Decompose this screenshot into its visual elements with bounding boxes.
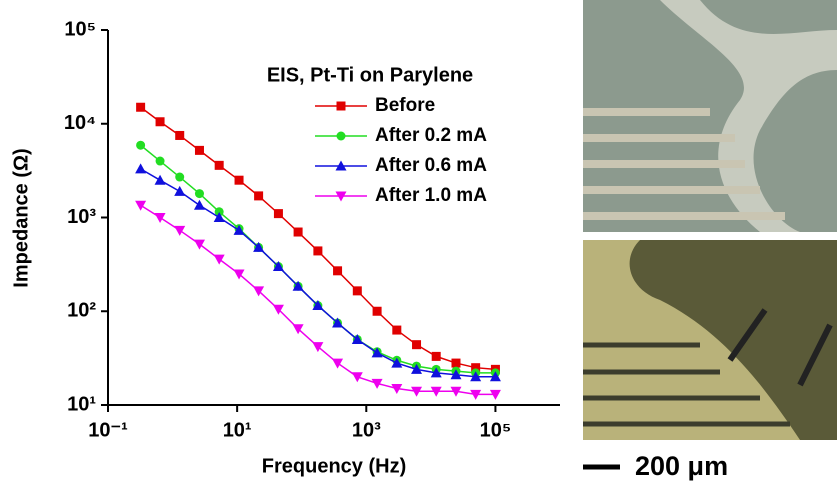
marker (470, 371, 482, 382)
image-dark-region (629, 240, 837, 440)
marker (154, 213, 166, 223)
micrograph-top (583, 0, 837, 232)
image-fingers (583, 108, 785, 220)
marker (411, 386, 423, 397)
marker (471, 363, 481, 373)
marker (193, 199, 205, 210)
marker (214, 160, 224, 170)
marker (351, 372, 363, 383)
marker (155, 156, 165, 166)
marker (336, 131, 346, 141)
legend-label: After 0.2 mA (375, 125, 487, 146)
marker (371, 378, 383, 389)
marker (175, 130, 185, 140)
marker (174, 185, 186, 196)
marker (451, 358, 461, 368)
marker (489, 371, 501, 382)
y-tick-label: 10³ (67, 206, 96, 228)
marker (292, 280, 304, 291)
marker (312, 300, 324, 311)
series-line (140, 106, 496, 371)
marker (372, 306, 382, 316)
marker (333, 266, 343, 276)
marker (335, 160, 347, 171)
image-trace (660, 0, 837, 232)
image-arrows (727, 308, 833, 387)
series-line (140, 204, 496, 396)
marker (272, 261, 284, 272)
marker (154, 174, 166, 185)
marker (194, 189, 204, 199)
marker (391, 357, 403, 368)
marker (155, 117, 165, 127)
y-tick-label: 10² (67, 300, 96, 322)
marker (430, 367, 442, 378)
marker (214, 207, 224, 217)
marker (313, 246, 323, 256)
image-fingers (583, 342, 790, 427)
legend-label: Before (375, 95, 435, 116)
marker (213, 254, 225, 265)
marker (213, 212, 225, 222)
marker (175, 172, 185, 182)
y-tick-label: 10¹ (67, 393, 96, 415)
marker (253, 241, 265, 252)
marker (233, 224, 245, 235)
micrograph-bottom (583, 240, 837, 440)
marker (292, 324, 304, 335)
marker (470, 389, 482, 400)
y-tick-label: 10⁵ (64, 18, 96, 40)
y-tick-label: 10⁴ (64, 112, 96, 134)
marker (489, 389, 501, 400)
marker (352, 286, 362, 296)
marker (272, 304, 284, 315)
marker (135, 200, 147, 211)
marker (391, 383, 403, 394)
marker (332, 358, 344, 369)
marker (233, 269, 245, 280)
marker (411, 363, 423, 374)
x-tick-label: 10⁵ (480, 419, 512, 441)
marker (312, 342, 324, 353)
x-tick-label: 10⁻¹ (88, 419, 128, 441)
marker (193, 239, 205, 250)
marker (254, 191, 264, 201)
marker (194, 145, 204, 155)
marker (431, 351, 441, 361)
marker (430, 386, 442, 397)
marker (136, 102, 146, 112)
marker (273, 209, 283, 219)
x-tick-label: 10³ (352, 419, 381, 441)
legend-label: After 0.6 mA (375, 155, 487, 176)
marker (351, 333, 363, 344)
marker (293, 227, 303, 237)
marker (332, 317, 344, 328)
marker (135, 163, 147, 174)
y-axis-label: Impedance (Ω) (10, 148, 32, 287)
marker (450, 369, 462, 380)
marker (174, 225, 186, 236)
marker (371, 347, 383, 358)
marker (234, 175, 244, 185)
marker (336, 101, 346, 111)
scale-bar-label: 200 μm (635, 451, 728, 481)
x-axis-label: Frequency (Hz) (262, 455, 406, 477)
x-tick-label: 10¹ (223, 419, 252, 441)
marker (136, 140, 146, 150)
marker (450, 386, 462, 397)
marker (412, 340, 422, 350)
series-line (140, 144, 496, 374)
legend-label: After 1.0 mA (375, 185, 487, 206)
marker (392, 325, 402, 335)
marker (253, 286, 265, 297)
marker (335, 191, 347, 202)
chart-title: EIS, Pt-Ti on Parylene (267, 64, 473, 86)
